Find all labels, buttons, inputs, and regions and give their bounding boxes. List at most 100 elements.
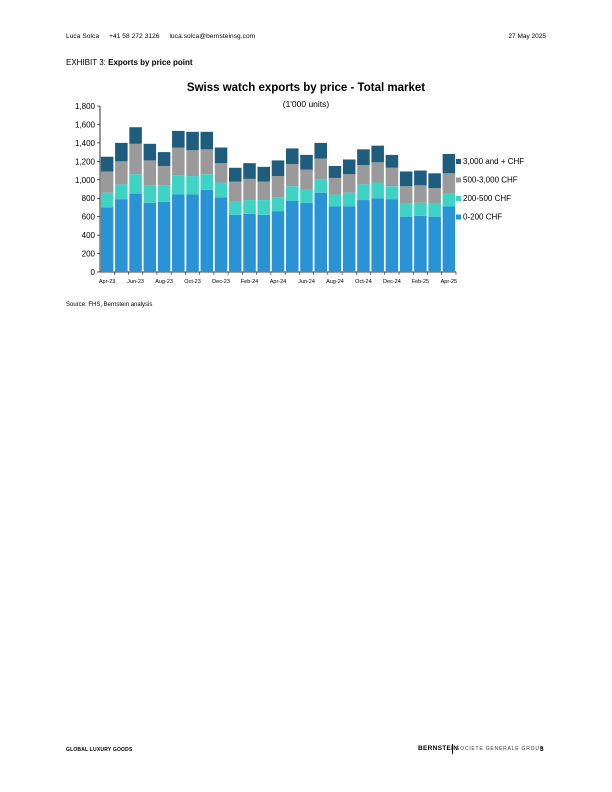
bar-segment xyxy=(328,206,342,272)
bar-segment xyxy=(143,160,157,186)
page-number: 3 xyxy=(540,746,544,753)
x-tick-label: Aug-24 xyxy=(326,279,344,285)
bar-segment xyxy=(357,149,370,166)
x-tick-label: Apr-23 xyxy=(99,279,116,285)
exhibit-heading: EXHIBIT 3: Exports by price point xyxy=(66,58,193,67)
bar-segment xyxy=(157,152,171,166)
author-phone: +41 58 272 3126 xyxy=(109,33,160,40)
bar-segment xyxy=(342,206,356,272)
x-tick-label: Jun-24 xyxy=(298,279,315,285)
y-tick-label: 800 xyxy=(82,194,96,203)
bar-segment xyxy=(186,131,199,151)
bar-segment xyxy=(442,193,456,207)
stacked-bar-chart: 0 200 400 600 800 1,000 1,200 1,400 1,600 1,800 Ap… xyxy=(75,102,524,285)
legend-label: 0-200 CHF xyxy=(463,213,502,222)
bar-segment xyxy=(428,188,441,204)
y-tick-label: 1,600 xyxy=(75,120,96,129)
footer-brand-secondary: SOCIETE GENERALE GROUP xyxy=(456,746,544,752)
bar-segment xyxy=(100,192,114,208)
bar-segment xyxy=(285,148,299,165)
bar-segment xyxy=(428,173,441,189)
bar-segment xyxy=(214,147,228,164)
bar-segment xyxy=(328,177,342,195)
x-tick-label: Oct-24 xyxy=(355,279,372,285)
bar-segment xyxy=(399,203,413,217)
bar-segment xyxy=(129,174,142,194)
bar-segment xyxy=(186,150,199,177)
bar-segment xyxy=(342,174,356,193)
bar-segment xyxy=(414,202,427,216)
bar-segment xyxy=(342,192,356,207)
bar-segment xyxy=(385,199,399,272)
bar-segment xyxy=(200,131,214,150)
bar-segment xyxy=(129,143,142,175)
legend-swatch xyxy=(456,159,461,164)
footer-section: GLOBAL LUXURY GOODS xyxy=(66,747,133,753)
bar-segment xyxy=(271,160,285,177)
y-tick-label: 1,400 xyxy=(75,139,96,148)
bar-segment xyxy=(200,189,214,272)
bar-segment xyxy=(399,186,413,204)
bar-segment xyxy=(399,216,413,272)
y-tick-label: 200 xyxy=(82,250,96,259)
x-tick-label: Apr-25 xyxy=(441,279,458,285)
bar-segment xyxy=(100,156,114,172)
bar-segment xyxy=(115,161,128,185)
bar-segment xyxy=(229,181,242,201)
bar-segment xyxy=(414,215,427,272)
bar-segment xyxy=(385,186,399,200)
x-tick-label: Dec-24 xyxy=(383,279,401,285)
bar-segment xyxy=(129,193,142,272)
bar-segment xyxy=(357,165,370,185)
bar-segment xyxy=(385,154,399,168)
bar-segment xyxy=(257,166,271,182)
bar-segment xyxy=(143,185,157,203)
bar-segment xyxy=(172,130,185,148)
x-tick-label: Aug-23 xyxy=(155,279,173,285)
bar-segment xyxy=(300,169,313,189)
bar-segment xyxy=(371,145,384,163)
footer-brand-logo: BERNSTEIN xyxy=(418,745,459,752)
bar-segment xyxy=(186,176,199,195)
bar-segment xyxy=(143,143,157,161)
x-tick-label: Feb-25 xyxy=(412,279,429,285)
x-tick-label: Feb-24 xyxy=(241,279,258,285)
x-tick-label: Oct-23 xyxy=(184,279,201,285)
page-header-contact: Luca Solca +41 58 272 3126 luca.solca@be… xyxy=(66,33,255,40)
bar-segment xyxy=(229,214,242,272)
bar-segment xyxy=(200,149,214,175)
bar-segment xyxy=(314,179,327,193)
bar-segment xyxy=(115,199,128,272)
bar-segment xyxy=(243,200,256,214)
bar-segment xyxy=(157,165,171,186)
bar-segment xyxy=(257,214,271,272)
legend-swatch xyxy=(456,214,461,220)
bar-segment xyxy=(414,170,427,186)
bar-segment xyxy=(172,194,185,272)
y-tick-label: 1,800 xyxy=(75,102,96,111)
bar-segment xyxy=(399,171,413,187)
bar-segment xyxy=(442,153,456,174)
bar-segment xyxy=(428,216,441,272)
bar-segment xyxy=(200,174,214,190)
chart-subtitle: (1'000 units) xyxy=(282,99,330,109)
bar-segment xyxy=(115,184,128,200)
exhibit-title: Exports by price point xyxy=(108,58,193,67)
bar-segment xyxy=(314,192,327,272)
y-tick-label: 600 xyxy=(82,213,96,222)
bar-segment xyxy=(115,142,128,162)
bar-segment xyxy=(271,197,285,212)
bar-segment xyxy=(243,163,256,179)
author-name: Luca Solca xyxy=(66,33,100,40)
x-tick-label: Apr-24 xyxy=(270,279,287,285)
bar-segment xyxy=(243,178,256,201)
report-date: 27 May 2025 xyxy=(508,33,546,40)
bar-segment xyxy=(172,175,185,195)
bar-segment xyxy=(285,200,299,272)
bar-segment xyxy=(271,176,285,198)
legend-label: 200-500 CHF xyxy=(463,194,511,203)
bar-segment xyxy=(214,182,228,198)
y-tick-label: 1,200 xyxy=(75,157,96,166)
bar-segment xyxy=(300,189,313,203)
author-email[interactable]: luca.solca@bernsteinsg.com xyxy=(169,33,256,40)
